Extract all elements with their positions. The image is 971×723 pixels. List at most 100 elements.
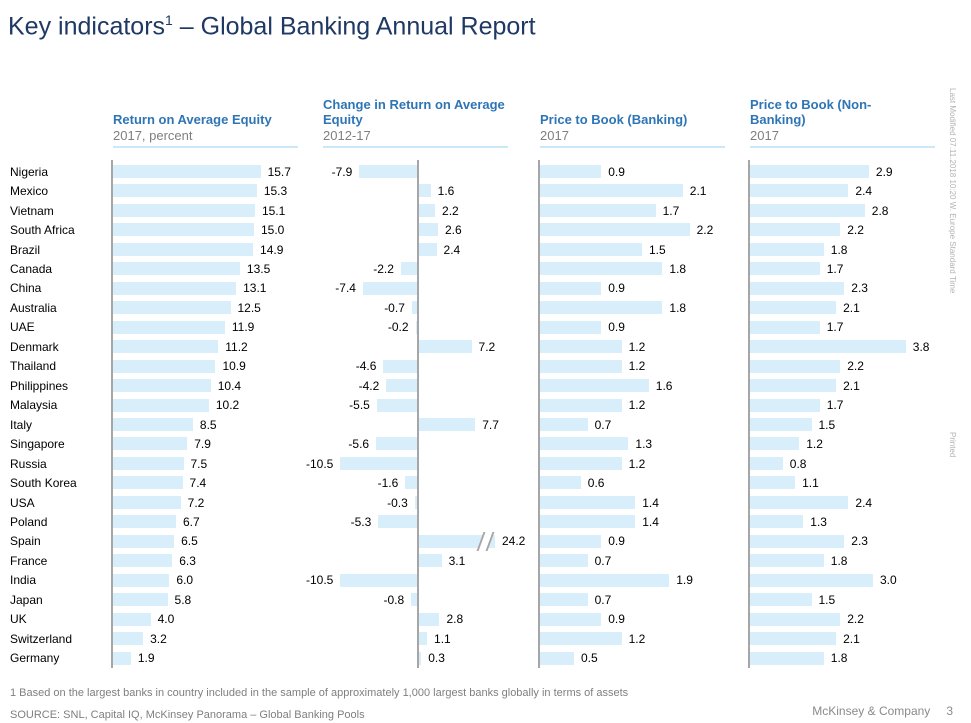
bar: [750, 515, 804, 529]
bar: [750, 476, 796, 490]
bar: [540, 651, 574, 665]
bar: [419, 632, 428, 646]
bar: [750, 281, 845, 295]
footnote-marker: 1: [165, 12, 173, 28]
value-label: 2.1: [843, 378, 860, 393]
header-underline: [750, 146, 935, 148]
bar: [414, 495, 417, 509]
country-label: Denmark: [10, 339, 59, 354]
value-label: 7.7: [482, 417, 499, 432]
value-label: 1.9: [676, 573, 693, 588]
bar: [750, 242, 824, 256]
slide-footer: McKinsey & Company 3: [812, 704, 953, 718]
value-label: 1.8: [830, 553, 848, 568]
value-label: 0.8: [789, 456, 807, 471]
value-label: -10.5: [305, 456, 334, 471]
bar: [405, 476, 417, 490]
bar: [540, 165, 602, 178]
value-label: 1.1: [434, 631, 451, 646]
bar: [750, 223, 841, 237]
bar: [378, 515, 417, 529]
value-label: 0.9: [608, 612, 625, 627]
country-label: Poland: [10, 514, 48, 529]
value-label: 1.2: [628, 339, 646, 354]
value-label: 15.7: [267, 164, 291, 179]
bar: [113, 632, 144, 646]
value-label: 2.4: [443, 242, 461, 257]
bar: [540, 495, 636, 509]
bar: [750, 632, 837, 646]
bar: [540, 262, 663, 276]
value-label: 0.9: [608, 164, 625, 179]
bar: [750, 379, 837, 393]
bar: [750, 301, 837, 315]
column-title: Price to Book (Banking): [540, 112, 688, 127]
value-label: 2.6: [444, 223, 462, 238]
country-label: China: [10, 281, 42, 296]
column-subtitle: 2012-17: [323, 128, 371, 143]
country-label: Vietnam: [10, 203, 54, 218]
value-label: 2.3: [851, 534, 868, 549]
header-underline: [540, 146, 725, 148]
value-label: -4.2: [358, 378, 380, 393]
bar: [113, 476, 183, 490]
bar: [113, 593, 168, 607]
bar: [113, 281, 237, 295]
value-label: 24.2: [502, 534, 526, 549]
value-label: 10.2: [215, 398, 240, 413]
bar: [540, 437, 629, 451]
bar: [340, 456, 417, 470]
column-subtitle: 2017: [750, 128, 779, 143]
country-label: Germany: [10, 651, 60, 666]
value-label: -0.2: [387, 320, 409, 335]
bar: [113, 223, 254, 237]
bar: [113, 612, 151, 626]
bar: [540, 456, 622, 470]
bar: [362, 281, 417, 295]
column-title: Return on Average Equity: [113, 112, 272, 127]
country-label: Nigeria: [10, 164, 49, 179]
value-label: 1.5: [649, 242, 666, 257]
value-label: 2.9: [875, 164, 893, 179]
bar: [419, 223, 438, 237]
bar: [750, 456, 783, 470]
bar: [540, 184, 683, 198]
bar: [419, 534, 495, 548]
bar: [540, 534, 602, 548]
bar: [113, 417, 193, 431]
value-label: 1.2: [628, 359, 646, 374]
value-label: 1.2: [628, 631, 646, 646]
value-label: 13.5: [246, 262, 271, 277]
column-header-roae: Return on Average Equity 2017, percent: [113, 88, 298, 148]
bar: [419, 340, 472, 354]
value-label: 1.8: [830, 651, 848, 666]
value-label: 1.2: [806, 437, 823, 452]
value-label: 2.8: [871, 203, 889, 218]
country-label: UK: [10, 612, 27, 627]
bar: [113, 301, 231, 315]
value-label: 1.9: [137, 651, 155, 666]
bar: [750, 203, 865, 217]
country-label: South Africa: [10, 223, 75, 238]
value-label: 0.7: [594, 417, 612, 432]
bar: [411, 593, 417, 607]
country-label: USA: [10, 495, 35, 510]
value-label: 2.8: [446, 612, 464, 627]
value-label: -0.7: [384, 300, 405, 315]
bar: [113, 379, 211, 393]
country-label: Spain: [10, 534, 41, 549]
country-label: South Korea: [10, 476, 77, 491]
header-underline: [113, 146, 298, 148]
value-label: 1.3: [635, 437, 653, 452]
value-label: 2.2: [442, 203, 459, 218]
bar: [750, 554, 824, 568]
bar: [750, 340, 906, 354]
bar: [113, 515, 176, 529]
bar: [540, 573, 670, 587]
bar: [540, 593, 588, 607]
bar: [340, 573, 417, 587]
value-label: 0.9: [608, 281, 625, 296]
value-label: 6.0: [176, 573, 194, 588]
bar: [540, 632, 622, 646]
bar: [113, 398, 209, 412]
